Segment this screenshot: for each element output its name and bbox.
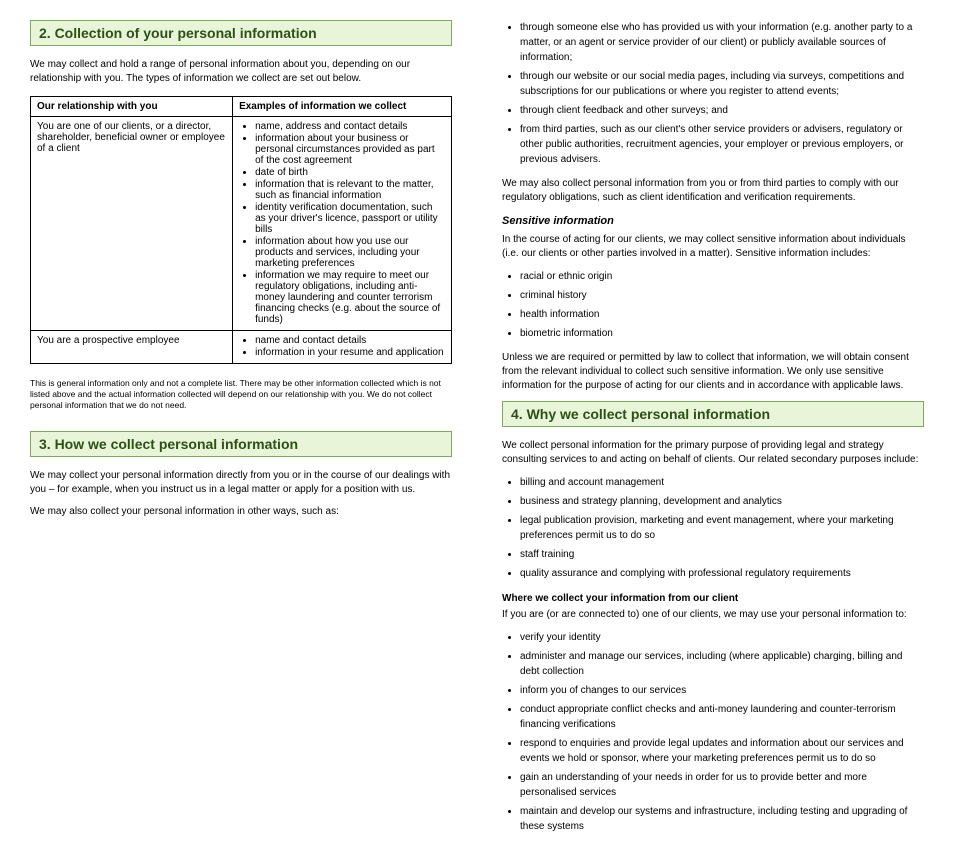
- list-item: billing and account management: [520, 475, 924, 490]
- list-item: through client feedback and other survey…: [520, 103, 924, 118]
- collection-table: Our relationship with you Examples of in…: [30, 96, 452, 364]
- list-item: staff training: [520, 547, 924, 562]
- list-item: criminal history: [520, 288, 924, 303]
- table-row: You are one of our clients, or a directo…: [31, 117, 452, 331]
- section-2-intro: We may collect and hold a range of perso…: [30, 58, 452, 86]
- list-item: from third parties, such as our client's…: [520, 122, 924, 167]
- table-header-examples: Examples of information we collect: [233, 97, 452, 117]
- table-header-rel: Our relationship with you: [31, 97, 233, 117]
- list-item: information that is relevant to the matt…: [255, 179, 445, 201]
- list-item: name and contact details: [255, 335, 445, 346]
- sensitive-para2: Unless we are required or permitted by l…: [502, 351, 924, 393]
- section-3-list: through someone else who has provided us…: [502, 20, 924, 167]
- section-3-header: 3. How we collect personal information: [30, 431, 452, 457]
- list-item: biometric information: [520, 326, 924, 341]
- table-row: You are a prospective employee name and …: [31, 331, 452, 364]
- list-item: legal publication provision, marketing a…: [520, 513, 924, 543]
- where-para: If you are (or are connected to) one of …: [502, 608, 924, 622]
- section-4-header: 4. Why we collect personal information: [502, 401, 924, 427]
- section-2-header: 2. Collection of your personal informati…: [30, 20, 452, 46]
- list-item: information we may require to meet our r…: [255, 270, 445, 325]
- rel-cell: You are one of our clients, or a directo…: [31, 117, 233, 331]
- section-2-footnote: This is general information only and not…: [30, 378, 452, 411]
- list-item: information about your business or perso…: [255, 133, 445, 166]
- list-item: name, address and contact details: [255, 121, 445, 132]
- section-3-p2: We may also collect your personal inform…: [30, 505, 452, 519]
- right-column: through someone else who has provided us…: [502, 20, 924, 844]
- list-item: information in your resume and applicati…: [255, 347, 445, 358]
- list-item: through our website or our social media …: [520, 69, 924, 99]
- list-item: quality assurance and complying with pro…: [520, 566, 924, 581]
- where-heading: Where we collect your information from o…: [502, 593, 924, 604]
- list-item: identity verification documentation, suc…: [255, 202, 445, 235]
- list-item: respond to enquiries and provide legal u…: [520, 736, 924, 766]
- list-item: racial or ethnic origin: [520, 269, 924, 284]
- list-item: health information: [520, 307, 924, 322]
- sensitive-list: racial or ethnic origin criminal history h…: [502, 269, 924, 341]
- sensitive-para: In the course of acting for our clients,…: [502, 233, 924, 261]
- where-list: verify your identityadminister and manag…: [502, 630, 924, 834]
- section-4-p1: We collect personal information for the …: [502, 439, 924, 467]
- list-item: information about how you use our produc…: [255, 236, 445, 269]
- list-item: verify your identity: [520, 630, 924, 645]
- section-3-reg: We may also collect personal information…: [502, 177, 924, 205]
- list-item: gain an understanding of your needs in o…: [520, 770, 924, 800]
- rel-cell: You are a prospective employee: [31, 331, 233, 364]
- section-4-list: billing and account management business a…: [502, 475, 924, 581]
- list-item: through someone else who has provided us…: [520, 20, 924, 65]
- section-3-p1: We may collect your personal information…: [30, 469, 452, 497]
- list-item: conduct appropriate conflict checks and …: [520, 702, 924, 732]
- list-item: date of birth: [255, 167, 445, 178]
- sensitive-heading: Sensitive information: [502, 215, 924, 227]
- examples-cell: name and contact detailsinformation in y…: [233, 331, 452, 364]
- examples-cell: name, address and contact detailsinforma…: [233, 117, 452, 331]
- list-item: maintain and develop our systems and inf…: [520, 804, 924, 834]
- list-item: business and strategy planning, developm…: [520, 494, 924, 509]
- list-item: inform you of changes to our services: [520, 683, 924, 698]
- left-column: 2. Collection of your personal informati…: [30, 20, 452, 844]
